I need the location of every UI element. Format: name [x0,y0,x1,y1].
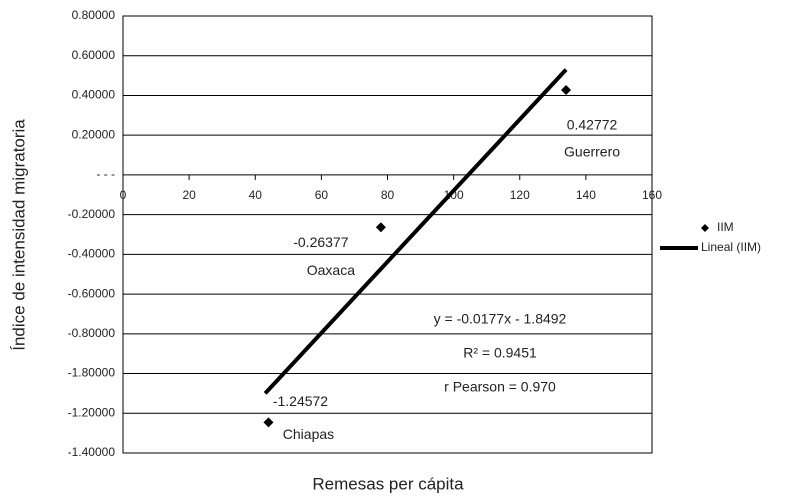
x-tick-label: 80 [381,188,395,202]
y-tick-label: -0.40000 [68,247,116,261]
point-label: Guerrero [564,144,620,160]
data-label: -0.26377 [293,234,348,250]
x-tick-label: 40 [249,188,263,202]
y-tick-label: -1.80000 [68,366,116,380]
plot-border [122,15,653,454]
x-tick-label: 160 [642,188,662,202]
x-tick-label: 60 [315,188,329,202]
trend-line [263,68,568,395]
legend-label: Lineal (IIM) [701,240,761,254]
legend-label: IIM [717,220,734,234]
y-tick-label: 0.40000 [72,88,116,102]
y-tick-label: -0.80000 [68,326,116,340]
point [263,417,274,428]
x-tick-label: 120 [510,188,530,202]
y-tick-label: -1.20000 [68,405,116,419]
point [561,84,572,95]
x-axis-title: Remesas per cápita [312,474,464,493]
y-tick-label: 0.60000 [72,48,116,62]
data-label: -1.24572 [273,393,328,409]
annotation: y = -0.0177x - 1.8492 [434,311,567,327]
x-tick-label: 20 [182,188,196,202]
x-tick-label: 0 [120,188,127,202]
data-label: 0.42772 [567,117,618,133]
point [375,222,386,233]
annotation: R² = 0.9451 [463,345,537,361]
y-tick-label: 0.80000 [72,8,116,22]
y-axis-title: Índice de intensidad migratoria [9,119,28,351]
annotation: r Pearson = 0.970 [444,379,556,395]
y-tick-label: - - - [96,167,115,181]
point-label: Oaxaca [307,262,355,278]
y-tick-label: -0.60000 [68,286,116,300]
y-tick-label: 0.20000 [72,127,116,141]
y-tick-label: -1.40000 [68,445,116,459]
point-label: Chiapas [283,426,334,442]
legend-marker [701,224,709,232]
y-tick-label: -0.20000 [68,207,116,221]
x-tick-label: 140 [576,188,596,202]
